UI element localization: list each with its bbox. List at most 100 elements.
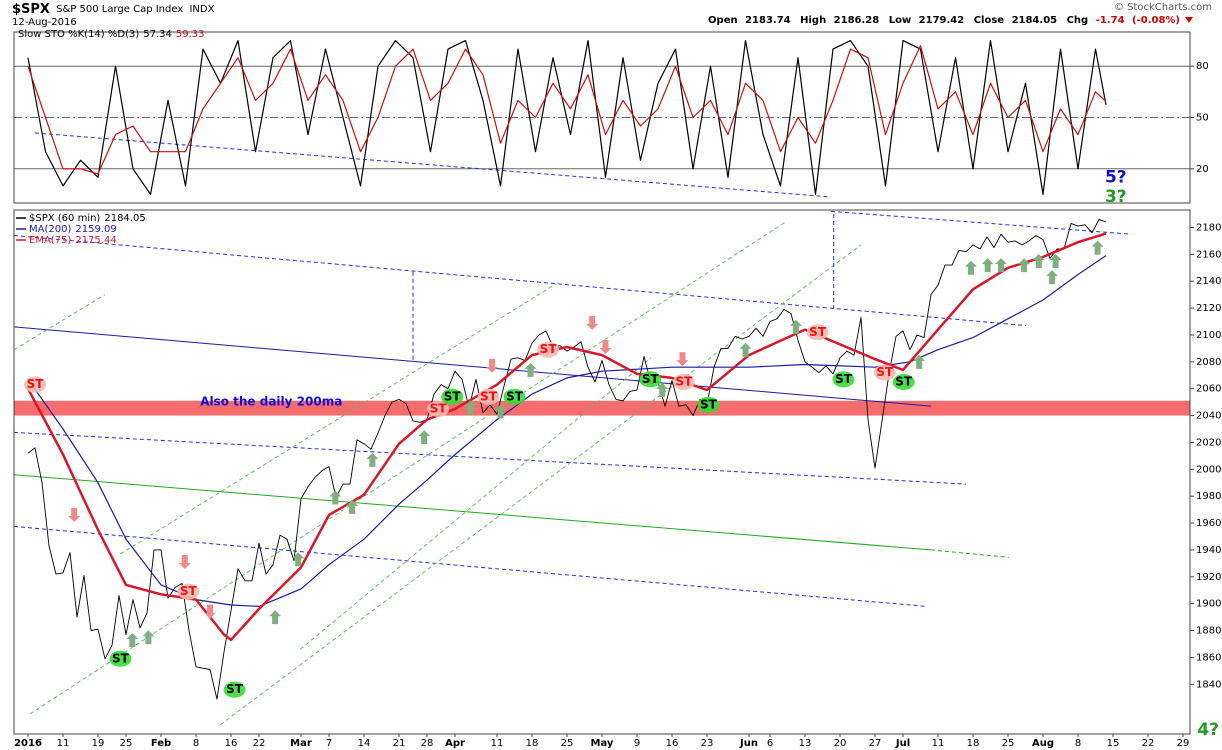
- change-pct: (-0.08%): [1132, 15, 1180, 26]
- y-tick-label: 1940: [1196, 545, 1221, 556]
- y-tick-label: 2160: [1196, 249, 1221, 260]
- x-tick-label: 14: [358, 738, 371, 749]
- signal-arrow: [486, 358, 499, 373]
- annotation-bg: [892, 373, 915, 390]
- legend-name: MA(200): [29, 224, 71, 235]
- x-tick-label: 13: [799, 738, 812, 749]
- signal-arrow: [524, 362, 537, 377]
- x-tick-label: Mar: [290, 738, 312, 749]
- y-tick-label: 2100: [1196, 330, 1221, 341]
- annotation-bg: [873, 364, 896, 381]
- annotation-bg: [537, 341, 560, 358]
- annotation: ST: [540, 342, 558, 356]
- signal-arrow: [599, 340, 612, 355]
- quote-value: 2186.28: [834, 15, 880, 26]
- trendline: [14, 474, 932, 551]
- annotation: ST: [27, 377, 45, 391]
- x-tick-label: 22: [1142, 738, 1155, 749]
- signal-arrow: [269, 610, 282, 625]
- x-tick-label: 7: [326, 738, 332, 749]
- x-tick-label: 25: [120, 738, 133, 749]
- y-tick-label: 1900: [1196, 599, 1221, 610]
- x-tick-label: 20: [834, 738, 847, 749]
- series-line: [27, 40, 1107, 195]
- x-tick-label: 23: [701, 738, 714, 749]
- annotation: Also the daily 200ma: [200, 395, 342, 409]
- signal-arrow: [204, 604, 216, 619]
- series-line: [27, 255, 1107, 607]
- trendline: [14, 431, 967, 485]
- symbol: $SPX: [12, 2, 50, 17]
- signal-arrow: [329, 490, 342, 505]
- panel-frame: [13, 31, 1191, 204]
- trendline: [14, 235, 1027, 327]
- index-name: S&P 500 Large Cap Index: [56, 4, 183, 15]
- y-tick-label: 50: [1196, 113, 1209, 124]
- signal-arrow: [981, 258, 994, 273]
- x-tick-label: Feb: [151, 738, 171, 749]
- y-tick-label: 1880: [1196, 626, 1221, 637]
- annotation: ST: [809, 325, 827, 339]
- annotation: ST: [895, 374, 913, 388]
- trendline: [14, 326, 932, 407]
- trendline: [830, 210, 1132, 235]
- x-tick-label: 11: [491, 738, 504, 749]
- series-line: [27, 218, 1107, 700]
- x-tick-label: 8: [193, 738, 199, 749]
- quote-label: Close: [974, 15, 1005, 26]
- trendline: [299, 357, 652, 650]
- x-tick-label: Aug: [1032, 738, 1054, 749]
- quote-label: Low: [889, 15, 911, 26]
- signal-arrow: [1049, 254, 1062, 269]
- legend-title: Slow STO %K(14) %D(3): [18, 29, 139, 40]
- y-tick-label: 80: [1196, 61, 1209, 72]
- y-tick-label: 1920: [1196, 572, 1221, 583]
- y-tick-label: 2020: [1196, 437, 1221, 448]
- y-tick-label: 2120: [1196, 303, 1221, 314]
- annotation: ST: [444, 389, 462, 403]
- y-tick-label: 2180: [1196, 222, 1221, 233]
- x-tick-label: Jul: [895, 738, 910, 749]
- signal-arrow: [178, 555, 191, 570]
- x-tick-label: 18: [967, 738, 980, 749]
- plot-area: [14, 210, 1190, 725]
- x-tick-label: 15: [1107, 738, 1120, 749]
- quote-label: High: [800, 15, 826, 26]
- x-tick-label: 16: [225, 738, 238, 749]
- signal-arrow: [68, 507, 81, 522]
- plot-area: [14, 40, 1190, 198]
- x-tick-label: 25: [561, 738, 574, 749]
- annotation: ST: [642, 372, 660, 386]
- signal-arrow: [464, 400, 477, 415]
- y-tick-label: 1980: [1196, 491, 1221, 502]
- y-tick-label: 2080: [1196, 357, 1221, 368]
- trendline: [220, 244, 862, 725]
- annotation-bg: [832, 371, 855, 388]
- x-tick-label: 8: [1075, 738, 1081, 749]
- annotation-bg: [441, 388, 464, 405]
- legend-value: 2184.05: [104, 213, 145, 224]
- trendline: [14, 294, 106, 351]
- quote: Open 2183.74 High 2186.28 Low 2179.42 Cl…: [708, 15, 1180, 26]
- x-tick-label: 19: [92, 738, 105, 749]
- quote-label: Open: [708, 15, 738, 26]
- y-tick-label: 20: [1196, 164, 1209, 175]
- y-tick-label: 2040: [1196, 411, 1221, 422]
- chart-header: $SPX S&P 500 Large Cap Index INDX: [12, 2, 215, 17]
- quote-value: 2183.74: [745, 15, 791, 26]
- annotation-bg: [109, 650, 132, 667]
- annotation: ST: [226, 682, 244, 696]
- y-tick-label: 1960: [1196, 518, 1221, 529]
- annotation: ST: [430, 401, 448, 415]
- signal-arrow: [346, 499, 359, 514]
- legend-name: $SPX (60 min): [29, 213, 100, 224]
- legend-value: 2175.44: [75, 235, 116, 246]
- quote-value: 2179.42: [919, 15, 965, 26]
- x-tick-label: May: [591, 738, 614, 749]
- legend-name: EMA(75): [29, 235, 71, 246]
- change-label: Chg: [1067, 15, 1089, 26]
- annotation-bg: [223, 681, 246, 698]
- annotation: ST: [180, 584, 198, 598]
- x-tick-label: 11: [57, 738, 70, 749]
